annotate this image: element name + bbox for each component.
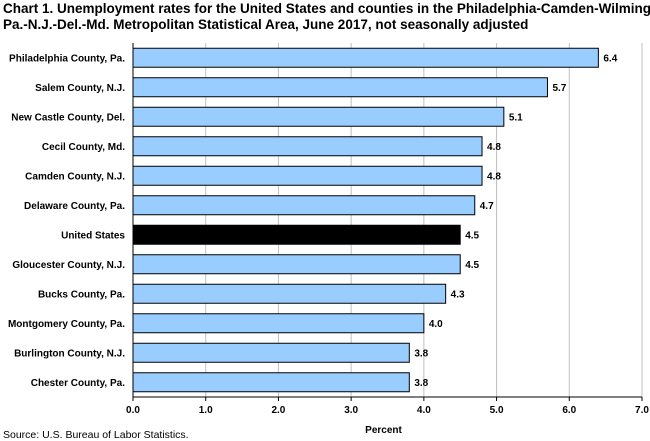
- bar: [132, 254, 461, 275]
- value-labels: 6.4 5.7 5.1 4.8 4.8 4.7 4.5 4.5 4.3 4.0 3.8 3.8: [414, 53, 617, 389]
- category-label: Chester County, Pa.: [31, 378, 125, 389]
- chart-title-line-2: Pa.-N.J.-Del.-Md. Metropolitan Statistic…: [3, 17, 529, 32]
- bar: [132, 195, 476, 216]
- value-label: 4.3: [451, 289, 465, 300]
- x-tick-label: 1.0: [199, 405, 213, 416]
- value-label: 6.4: [603, 53, 617, 64]
- gridlines: [205, 43, 643, 397]
- bar: [132, 136, 483, 157]
- category-label: Montgomery County, Pa.: [8, 319, 125, 330]
- axes: [132, 43, 643, 401]
- x-tick-label: 4.0: [417, 405, 431, 416]
- x-tick-label: 7.0: [635, 405, 649, 416]
- x-tick-label: 6.0: [562, 405, 576, 416]
- value-label: 3.8: [414, 378, 428, 389]
- value-label: 4.5: [465, 230, 479, 241]
- bar: [132, 106, 505, 127]
- category-label: New Castle County, Del.: [11, 112, 125, 123]
- bar-highlight: [132, 224, 461, 245]
- value-label: 4.0: [429, 319, 443, 330]
- value-label: 4.7: [480, 201, 494, 212]
- chart-title: Chart 1. Unemployment rates for the Unit…: [3, 1, 650, 33]
- category-label: Philadelphia County, Pa.: [9, 53, 125, 64]
- category-label: Burlington County, N.J.: [14, 348, 125, 359]
- bar: [132, 342, 410, 363]
- x-tick-label: 3.0: [344, 405, 358, 416]
- bar: [132, 165, 483, 186]
- category-label: Camden County, N.J.: [25, 171, 125, 182]
- category-label: Cecil County, Md.: [42, 142, 125, 153]
- category-label: United States: [61, 230, 125, 241]
- category-label: Bucks County, Pa.: [38, 289, 125, 300]
- x-tick-label: 0.0: [126, 405, 140, 416]
- category-label: Salem County, N.J.: [35, 83, 125, 94]
- value-label: 5.7: [552, 83, 566, 94]
- bar: [132, 283, 447, 304]
- value-label: 4.5: [465, 260, 479, 271]
- source-note: Source: U.S. Bureau of Labor Statistics.: [3, 429, 189, 441]
- category-label: Gloucester County, N.J.: [12, 260, 125, 271]
- x-tick-label: 2.0: [271, 405, 285, 416]
- x-tick-label: 5.0: [490, 405, 504, 416]
- value-label: 4.8: [487, 171, 501, 182]
- value-label: 5.1: [509, 112, 523, 123]
- bar: [132, 372, 410, 393]
- bar: [132, 77, 548, 98]
- category-label: Delaware County, Pa.: [24, 201, 125, 212]
- category-labels: Philadelphia County, Pa. Salem County, N.…: [8, 53, 125, 389]
- value-label: 4.8: [487, 142, 501, 153]
- tick-labels: 0.0 1.0 2.0 3.0 4.0 5.0 6.0 7.0: [126, 405, 649, 416]
- value-label: 3.8: [414, 348, 428, 359]
- chart-title-line-1: Chart 1. Unemployment rates for the Unit…: [3, 1, 650, 16]
- bars: [132, 47, 599, 393]
- x-axis-title: Percent: [365, 425, 402, 436]
- bar: [132, 313, 425, 334]
- bar: [132, 47, 599, 68]
